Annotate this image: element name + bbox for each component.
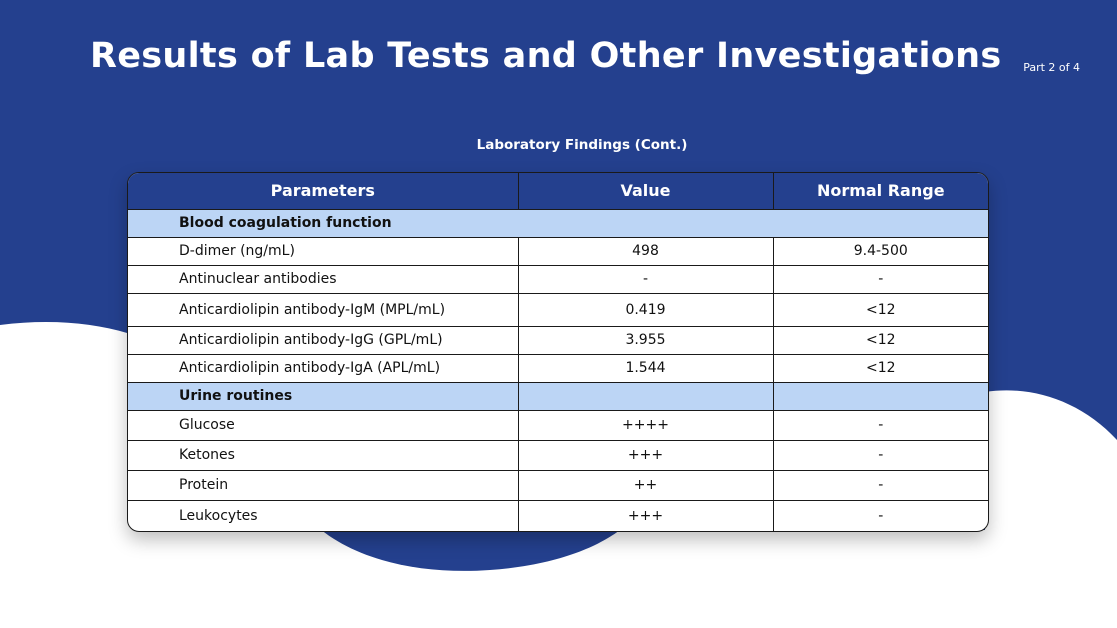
table-row: Glucose ++++ - <box>128 409 988 441</box>
value-cell: - <box>517 264 774 294</box>
value-cell: ++++ <box>517 409 774 441</box>
parameter-cell: Anticardiolipin antibody-IgM (MPL/mL) <box>128 292 519 327</box>
parameter-cell: Anticardiolipin antibody-IgG (GPL/mL) <box>128 325 519 355</box>
value-cell: +++ <box>517 499 774 531</box>
section-label: Urine routines <box>128 381 519 411</box>
page-title: Results of Lab Tests and Other Investiga… <box>90 36 1002 76</box>
table-row: Anticardiolipin antibody-IgM (MPL/mL) 0.… <box>128 292 988 327</box>
table-row: Protein ++ - <box>128 469 988 501</box>
range-cell: - <box>772 439 988 471</box>
value-cell: 3.955 <box>517 325 774 355</box>
section-blank-cell <box>772 381 988 411</box>
table-row: Anticardiolipin antibody-IgG (GPL/mL) 3.… <box>128 325 988 355</box>
value-cell: 1.544 <box>517 353 774 383</box>
table-row: Antinuclear antibodies - - <box>128 264 988 294</box>
header-normal-range: Normal Range <box>772 173 988 210</box>
header-parameters: Parameters <box>128 173 519 210</box>
part-indicator: Part 2 of 4 <box>1023 61 1080 74</box>
range-cell: - <box>772 469 988 501</box>
table-header-row: Parameters Value Normal Range <box>128 173 988 210</box>
range-cell: - <box>772 264 988 294</box>
section-row-urine-routines: Urine routines <box>128 381 988 411</box>
value-cell: 498 <box>517 236 774 266</box>
header-value: Value <box>517 173 774 210</box>
value-cell: +++ <box>517 439 774 471</box>
parameter-cell: Leukocytes <box>128 499 519 531</box>
range-cell: <12 <box>772 325 988 355</box>
range-cell: - <box>772 409 988 441</box>
parameter-cell: Antinuclear antibodies <box>128 264 519 294</box>
value-cell: 0.419 <box>517 292 774 327</box>
range-cell: <12 <box>772 292 988 327</box>
section-blank-cell <box>517 381 774 411</box>
parameter-cell: Protein <box>128 469 519 501</box>
table-row: Leukocytes +++ - <box>128 499 988 531</box>
section-label: Blood coagulation function <box>128 208 988 238</box>
table-row: D-dimer (ng/mL) 498 9.4-500 <box>128 236 988 266</box>
parameter-cell: D-dimer (ng/mL) <box>128 236 519 266</box>
range-cell: - <box>772 499 988 531</box>
table-subtitle: Laboratory Findings (Cont.) <box>476 137 688 153</box>
range-cell: <12 <box>772 353 988 383</box>
section-row-blood-coagulation: Blood coagulation function <box>128 208 988 238</box>
range-cell: 9.4-500 <box>772 236 988 266</box>
lab-results-table: Parameters Value Normal Range Blood coag… <box>127 172 989 532</box>
parameter-cell: Anticardiolipin antibody-IgA (APL/mL) <box>128 353 519 383</box>
table-row: Ketones +++ - <box>128 439 988 471</box>
value-cell: ++ <box>517 469 774 501</box>
table-row: Anticardiolipin antibody-IgA (APL/mL) 1.… <box>128 353 988 383</box>
parameter-cell: Ketones <box>128 439 519 471</box>
parameter-cell: Glucose <box>128 409 519 441</box>
